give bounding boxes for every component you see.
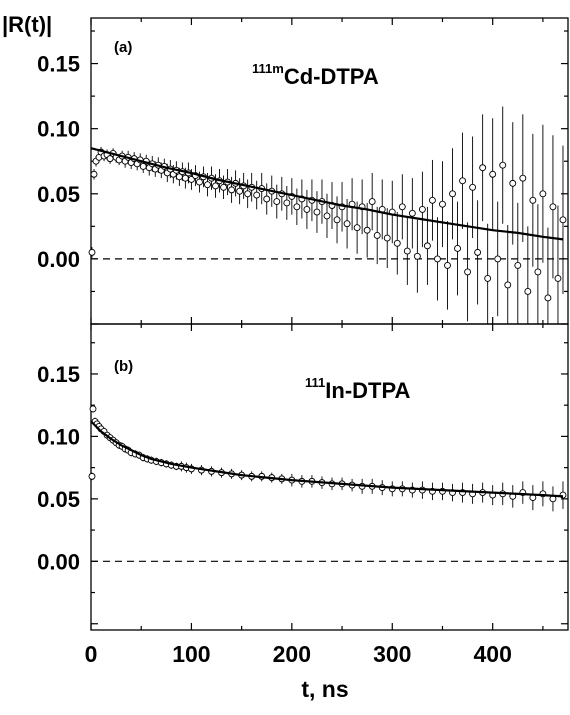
sample-label-b: 111In-DTPA <box>305 375 411 403</box>
data-point <box>383 234 391 242</box>
y-tick-label: 0.15 <box>37 52 80 77</box>
x-tick-label: 100 <box>172 641 210 667</box>
data-point <box>474 248 482 256</box>
panel-label-b: (b) <box>114 358 133 375</box>
y-tick-label: 0.15 <box>37 362 80 387</box>
data-point <box>519 174 527 182</box>
data-point <box>368 198 376 206</box>
data-point <box>228 186 236 194</box>
data-point <box>393 239 401 247</box>
data-point <box>464 268 472 276</box>
y-tick-label: 0.00 <box>37 549 80 574</box>
data-point <box>253 191 261 199</box>
y-tick-label: 0.10 <box>37 424 80 449</box>
data-point <box>499 161 507 169</box>
data-point <box>413 252 421 260</box>
data-point <box>423 242 431 250</box>
data-point <box>263 195 271 203</box>
sample-label-b-superscript: 111 <box>305 375 325 390</box>
data-point <box>89 405 97 413</box>
data-point <box>514 261 522 269</box>
x-ticks-b: 0 100 200 300 400 <box>85 324 544 667</box>
data-point <box>549 203 557 211</box>
data-point <box>303 205 311 213</box>
data-point <box>333 216 341 224</box>
data-point <box>449 190 456 198</box>
data-point <box>353 224 361 232</box>
data-point <box>90 170 98 178</box>
x-tick-label: 200 <box>273 641 311 667</box>
data-point <box>236 187 244 195</box>
sample-label-a-main: Cd-DTPA <box>284 64 379 89</box>
data-point <box>212 182 219 190</box>
data-point <box>293 203 301 211</box>
data-point <box>544 294 552 302</box>
data-point <box>534 268 542 276</box>
data-point <box>504 281 512 289</box>
data-point <box>88 248 96 256</box>
data-point <box>428 196 436 204</box>
data-point <box>403 247 411 255</box>
sample-label-a: 111mCd-DTPA <box>252 61 379 89</box>
y-tick-label: 0.00 <box>37 247 80 272</box>
plot-frame-b <box>90 323 569 631</box>
data-point <box>479 164 487 172</box>
y-ticks-a: 0.00 0.05 0.10 0.15 <box>37 30 568 325</box>
sample-label-a-superscript: 111m <box>252 61 284 76</box>
y-tick-label: 0.05 <box>37 182 80 207</box>
data-point <box>524 287 532 295</box>
data-points-a <box>88 148 567 302</box>
data-point <box>529 196 537 204</box>
data-point <box>323 212 331 220</box>
x-axis-label: t, ns <box>301 676 348 702</box>
data-point <box>283 199 291 207</box>
x-tick-label: 300 <box>373 641 411 667</box>
data-point <box>509 179 517 187</box>
data-point <box>539 190 547 198</box>
y-axis-label: |R(t)| <box>2 12 52 37</box>
data-point <box>373 232 381 239</box>
data-point <box>313 208 321 216</box>
data-point <box>439 200 446 208</box>
y-tick-label: 0.10 <box>37 117 80 142</box>
fit-curve-a <box>90 147 564 241</box>
y-tick-label: 0.05 <box>37 487 80 512</box>
data-point <box>398 203 406 211</box>
data-point <box>88 472 96 480</box>
data-point <box>343 220 351 228</box>
panel-b: 0.00 0.05 0.10 0.15 0 100 200 300 400 (b) 111In… <box>37 323 569 702</box>
data-point <box>444 261 451 269</box>
data-point <box>454 245 461 252</box>
data-point <box>434 255 441 263</box>
y-ticks-b: 0.00 0.05 0.10 0.15 <box>37 342 568 625</box>
data-point <box>418 205 426 213</box>
panel-a: 0.00 0.05 0.10 0.15 |R(t)| (a) 111mCd-DTPA <box>2 12 569 325</box>
data-point <box>204 181 211 189</box>
data-point <box>273 198 281 206</box>
data-point <box>494 255 502 263</box>
x-tick-label: 400 <box>473 641 511 667</box>
data-point <box>484 274 492 282</box>
data-point <box>459 177 467 185</box>
data-point <box>559 216 567 224</box>
data-point <box>469 183 477 191</box>
data-point <box>244 190 252 198</box>
data-point <box>187 176 195 183</box>
data-point <box>220 183 228 191</box>
data-point <box>408 209 416 217</box>
x-tick-label: 0 <box>85 641 98 667</box>
data-point <box>554 274 562 282</box>
data-point <box>363 226 371 234</box>
sample-label-b-main: In-DTPA <box>325 378 410 403</box>
fit-curve-b <box>90 420 564 498</box>
data-points-b <box>88 405 567 503</box>
x-ticks-a <box>90 18 544 324</box>
data-point <box>196 178 203 186</box>
data-point <box>489 170 497 178</box>
panel-label-a: (a) <box>114 39 132 56</box>
